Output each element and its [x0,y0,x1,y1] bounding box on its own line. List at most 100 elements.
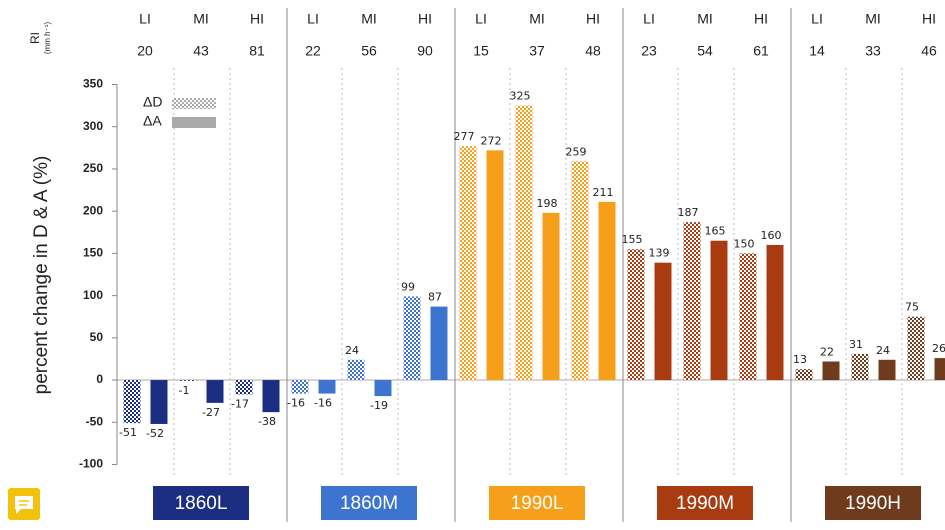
value-label: 155 [622,233,643,246]
value-label: 26 [932,342,945,355]
value-label: 165 [705,225,726,238]
bar [851,353,869,381]
bar [822,361,840,381]
value-label: -52 [146,427,164,440]
subcategory-label: MI [697,11,713,27]
bar [486,150,504,381]
legend-swatch [172,98,216,109]
y-axis-title: percent change in D & A (%) [31,156,52,395]
bar [739,253,757,381]
value-label: -16 [287,397,305,410]
value-label: -1 [179,384,190,397]
ri-value: 15 [473,43,489,59]
ri-value: 14 [809,43,825,59]
bar [291,380,309,394]
value-label: 277 [454,130,475,143]
value-label: 139 [649,247,670,260]
value-label: 150 [734,237,755,250]
value-label: 325 [510,90,531,103]
subcategory-label: MI [865,11,881,27]
bar [179,380,197,381]
bar [878,359,896,381]
value-label: 13 [793,353,807,366]
value-label: 31 [849,338,863,351]
value-label: 22 [820,345,834,358]
group-label: 1990L [511,493,564,514]
bar [515,105,533,381]
ri-value: 90 [417,43,433,59]
subcategory-label: HI [586,11,600,27]
group-label: 1990M [676,493,734,514]
value-label: 24 [876,344,890,357]
group-label-box [825,486,921,520]
header-label: RI [28,32,42,44]
group-label-box [321,486,417,520]
legend-swatch [172,117,216,128]
bar [374,380,392,397]
value-label: 187 [678,206,699,219]
y-tick-label: -50 [86,414,104,428]
bar [347,359,365,381]
value-label: -51 [119,426,137,439]
legend-label: ΔD [143,94,162,110]
group-label: 1860L [175,493,228,514]
ri-value: 46 [921,43,937,59]
ri-value: 48 [585,43,601,59]
comment-icon[interactable] [8,488,40,520]
bar [459,146,477,381]
group-label: 1990H [845,493,901,514]
ri-value: 56 [361,43,377,59]
subcategory-label: LI [307,11,319,27]
bar [206,380,224,403]
y-tick-label: 250 [83,161,103,175]
bar [262,380,280,413]
subcategory-label: MI [361,11,377,27]
subcategory-label: LI [811,11,823,27]
bar [235,380,253,395]
subcategory-label: MI [529,11,545,27]
value-label: -17 [231,397,249,410]
ri-value: 54 [697,43,713,59]
value-label: 211 [593,186,614,199]
bar [934,358,945,381]
value-label: 272 [481,134,502,147]
value-label: 99 [401,280,415,293]
y-tick-label: 0 [96,372,103,386]
bar [598,201,616,381]
subcategory-label: LI [643,11,655,27]
ri-value: 81 [249,43,265,59]
bar [150,380,168,424]
y-tick-label: 100 [83,288,103,302]
value-label: -19 [370,399,388,412]
y-tick-label: -100 [79,457,103,471]
value-label: 24 [345,344,359,357]
group-label-box [153,486,249,520]
bar [795,369,813,381]
y-tick-label: 300 [83,119,103,133]
value-label: 160 [761,229,782,242]
bar [766,244,784,381]
ri-value: 20 [137,43,153,59]
value-label: -27 [202,406,220,419]
ri-value: 33 [865,43,881,59]
ri-value: 43 [193,43,209,59]
subcategory-label: HI [418,11,432,27]
ri-value: 61 [753,43,769,59]
ri-value: 23 [641,43,657,59]
bar [654,262,672,381]
value-label: 87 [428,291,442,304]
ri-value: 22 [305,43,321,59]
ri-value: 37 [529,43,545,59]
subcategory-label: LI [139,11,151,27]
bar [403,296,421,381]
y-tick-label: 350 [83,77,103,91]
value-label: 198 [537,197,558,210]
bar [710,240,728,381]
value-label: 75 [905,301,919,314]
legend-label: ΔA [143,113,162,129]
bar [571,161,589,381]
y-tick-label: 200 [83,203,103,217]
bar [627,249,645,381]
